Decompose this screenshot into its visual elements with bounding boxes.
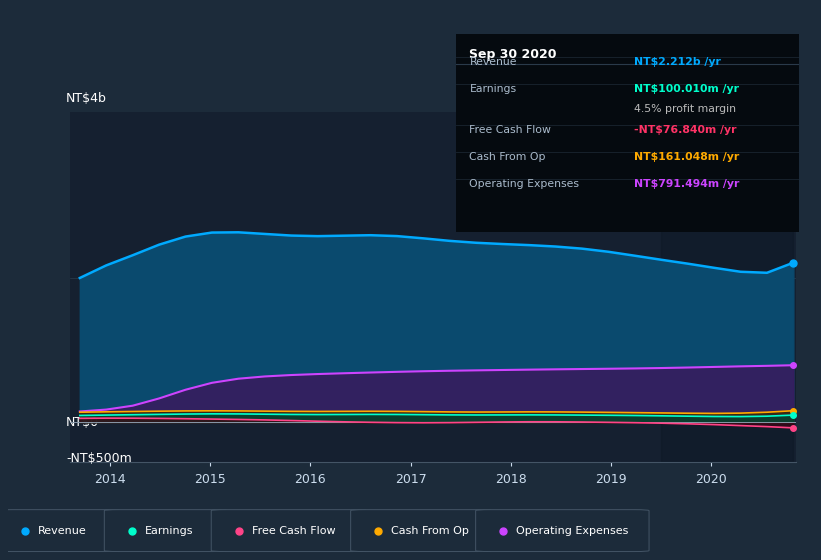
Text: NT$4b: NT$4b <box>67 92 107 105</box>
Text: NT$161.048m /yr: NT$161.048m /yr <box>634 152 740 162</box>
Text: Operating Expenses: Operating Expenses <box>470 179 580 189</box>
Text: 4.5% profit margin: 4.5% profit margin <box>634 104 736 114</box>
Text: NT$0: NT$0 <box>67 416 99 429</box>
FancyBboxPatch shape <box>0 510 120 552</box>
Text: Revenue: Revenue <box>470 57 517 67</box>
FancyBboxPatch shape <box>351 510 492 552</box>
Text: NT$100.010m /yr: NT$100.010m /yr <box>634 84 739 94</box>
FancyBboxPatch shape <box>211 510 366 552</box>
Text: Earnings: Earnings <box>470 84 516 94</box>
FancyBboxPatch shape <box>104 510 227 552</box>
Text: Free Cash Flow: Free Cash Flow <box>252 526 335 535</box>
Text: Earnings: Earnings <box>144 526 193 535</box>
Text: Sep 30 2020: Sep 30 2020 <box>470 48 557 60</box>
Text: -NT$76.840m /yr: -NT$76.840m /yr <box>634 125 736 135</box>
Text: NT$2.212b /yr: NT$2.212b /yr <box>634 57 721 67</box>
Bar <box>661 112 793 462</box>
Text: Cash From Op: Cash From Op <box>391 526 469 535</box>
Text: -NT$500m: -NT$500m <box>67 452 132 465</box>
FancyBboxPatch shape <box>475 510 649 552</box>
Text: Cash From Op: Cash From Op <box>470 152 546 162</box>
Text: NT$791.494m /yr: NT$791.494m /yr <box>634 179 740 189</box>
Text: Free Cash Flow: Free Cash Flow <box>470 125 551 135</box>
Text: Revenue: Revenue <box>38 526 86 535</box>
Text: Operating Expenses: Operating Expenses <box>516 526 629 535</box>
